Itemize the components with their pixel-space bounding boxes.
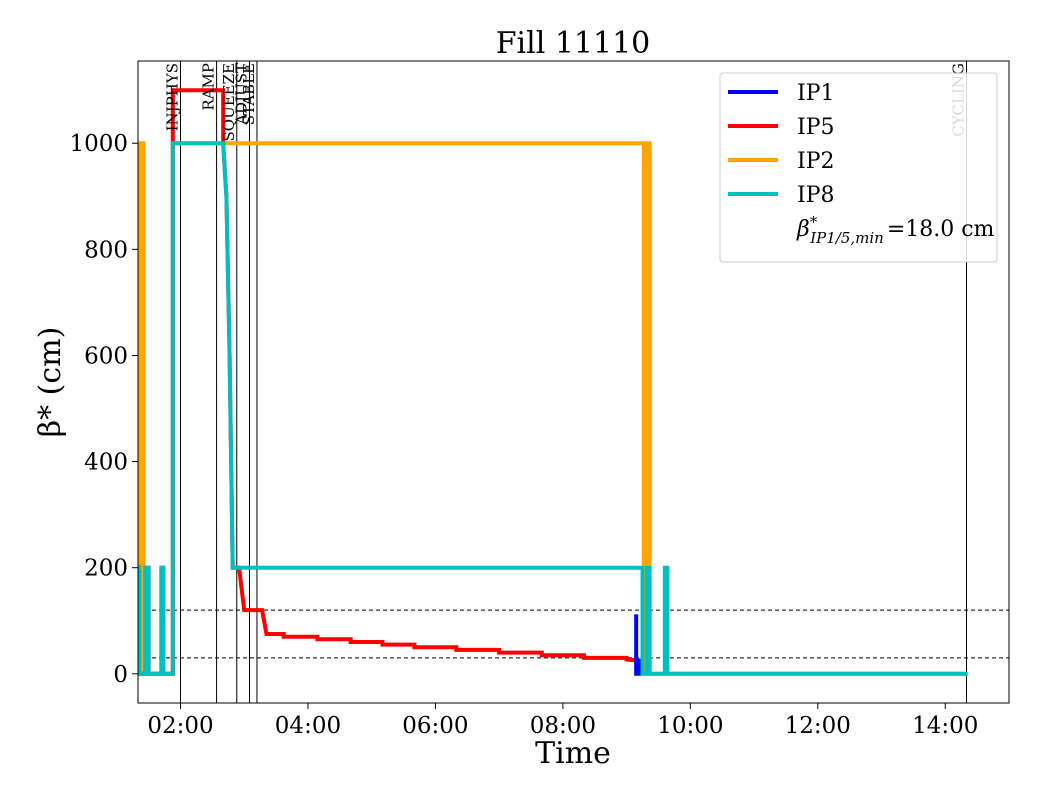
y-axis-label: β* (cm) (33, 327, 68, 438)
phase-marker-label: ADJUST (233, 63, 251, 126)
x-tick-label: 06:00 (402, 713, 468, 739)
y-tick-label: 400 (84, 450, 128, 476)
x-tick-label: 10:00 (657, 713, 723, 739)
chart-title: Fill 11110 (496, 26, 651, 61)
legend-label-ip8: IP8 (797, 183, 835, 208)
axis-ticks: 02:00 04:00 06:00 08:00 10:00 12:00 14:00 0 200 4… (69, 131, 978, 739)
legend-beta-min-note: β* IP1/5,min =18.0 cm (796, 213, 995, 247)
plot-clip-group (138, 61, 1009, 703)
legend-label-ip5: IP5 (797, 115, 835, 140)
phase-marker-label: RAMP (200, 63, 218, 111)
legend-label-ip1: IP1 (797, 81, 835, 106)
x-tick-label: 04:00 (275, 713, 341, 739)
y-tick-label: 0 (113, 662, 128, 688)
legend-box (719, 72, 998, 263)
legend-label-ip2: IP2 (797, 149, 835, 174)
x-tick-label: 12:00 (785, 713, 851, 739)
plot-area: INJPHYSRAMPSQUEEZEADJUSTSTABLECYCLING (138, 61, 1009, 703)
phase-marker-label: STABLE (240, 63, 258, 125)
series-line-ip5 (138, 88, 640, 676)
phase-marker-label: SQUEEZE (220, 63, 238, 142)
y-tick-label: 800 (84, 237, 128, 263)
axes-frame (137, 60, 1010, 704)
series-line-ip8 (138, 141, 968, 676)
y-tick-label: 1000 (69, 131, 128, 157)
y-tick-label: 600 (84, 343, 128, 369)
x-tick-label: 02:00 (147, 713, 213, 739)
x-tick-label: 08:00 (530, 713, 596, 739)
x-axis-label: Time (535, 736, 611, 771)
legend: IP1 IP5 IP2 IP8 β* IP1/5,min =18.0 cm (719, 72, 998, 263)
x-tick-label: 14:00 (912, 713, 978, 739)
phase-marker-label: INJPHYS (163, 63, 181, 131)
y-tick-label: 200 (84, 556, 128, 582)
